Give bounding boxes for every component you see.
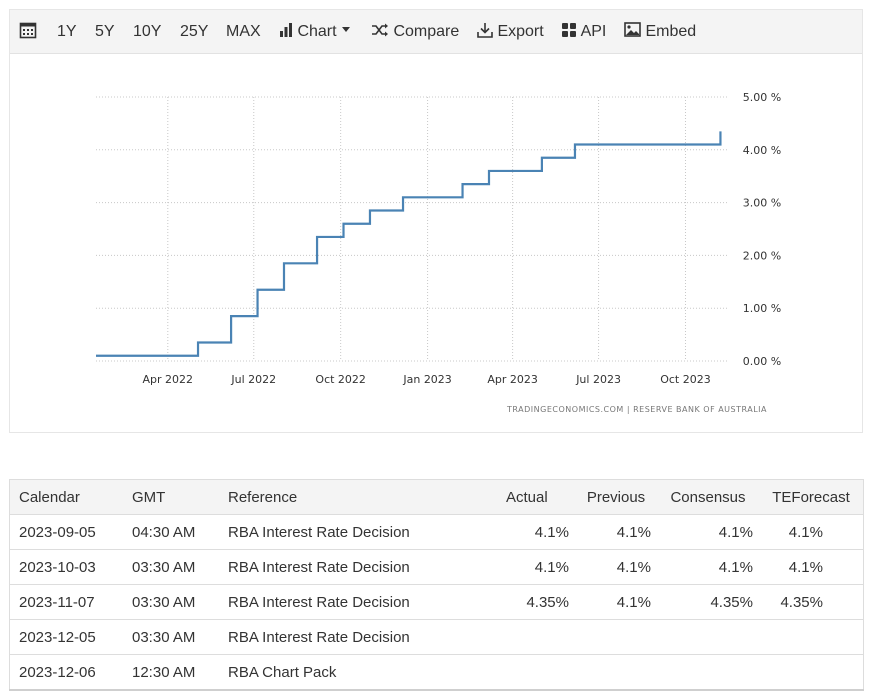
y-tick-label: 4.00 %: [743, 144, 781, 157]
y-tick-label: 0.00 %: [743, 355, 781, 368]
cell-date: 2023-10-03: [9, 549, 132, 585]
cell-actual: [474, 654, 575, 691]
x-tick-label: Jul 2022: [230, 373, 276, 386]
x-tick-label: Jan 2023: [402, 373, 451, 386]
cell-forecast: [759, 654, 864, 691]
x-tick-label: Oct 2022: [315, 373, 366, 386]
x-tick-label: Apr 2022: [143, 373, 194, 386]
series-line: [96, 131, 722, 357]
range-5y-button[interactable]: 5Y: [95, 23, 115, 40]
chart-source: TRADINGECONOMICS.COM | RESERVE BANK OF A…: [506, 405, 767, 414]
x-tick-label: Oct 2023: [660, 373, 711, 386]
cell-date: 2023-11-07: [9, 584, 132, 620]
cell-reference[interactable]: RBA Interest Rate Decision: [228, 619, 474, 655]
cell-consensus: 4.1%: [657, 514, 759, 550]
cell-time: 03:30 AM: [132, 619, 228, 655]
download-icon: [477, 22, 493, 38]
y-tick-label: 3.00 %: [743, 197, 781, 210]
chart-toolbar: 1Y 5Y 10Y 25Y MAX Chart Compare E: [10, 10, 862, 54]
table-row: 2023-09-05 04:30 AM RBA Interest Rate De…: [9, 514, 864, 550]
chart-type-label: Chart: [297, 23, 337, 40]
compare-button[interactable]: Compare: [371, 10, 459, 54]
y-tick-label: 1.00 %: [743, 302, 781, 315]
table-row: 2023-12-05 03:30 AM RBA Interest Rate De…: [9, 619, 864, 655]
header-teforecast[interactable]: TEForecast: [759, 479, 864, 515]
cell-date: 2023-12-05: [9, 619, 132, 655]
caret-down-icon: [341, 27, 350, 33]
table-row: 2023-10-03 03:30 AM RBA Interest Rate De…: [9, 549, 864, 585]
header-gmt[interactable]: GMT: [132, 479, 228, 515]
cell-date: 2023-09-05: [9, 514, 132, 550]
cell-consensus: [657, 619, 759, 655]
cell-reference[interactable]: RBA Interest Rate Decision: [228, 514, 474, 550]
cell-time: 03:30 AM: [132, 549, 228, 585]
grid-icon: [562, 22, 576, 37]
cell-forecast: [759, 619, 864, 655]
cell-time: 03:30 AM: [132, 584, 228, 620]
cell-actual: 4.1%: [474, 549, 575, 585]
x-tick-label: Apr 2023: [487, 373, 538, 386]
header-previous[interactable]: Previous: [575, 479, 657, 515]
export-label: Export: [497, 23, 544, 40]
cell-previous: 4.1%: [575, 514, 657, 550]
cell-forecast: 4.35%: [759, 584, 864, 620]
y-tick-label: 5.00 %: [743, 91, 781, 104]
cell-consensus: [657, 654, 759, 691]
image-icon: [624, 22, 641, 38]
embed-label: Embed: [645, 23, 697, 40]
cell-date: 2023-12-06: [9, 654, 132, 691]
table-header-row: Calendar GMT Reference Actual Previous C…: [9, 479, 864, 515]
chart-panel: 1Y 5Y 10Y 25Y MAX Chart Compare E: [9, 9, 863, 433]
compare-label: Compare: [393, 23, 460, 40]
bar-chart-icon: [280, 22, 292, 37]
cell-forecast: 4.1%: [759, 514, 864, 550]
header-reference[interactable]: Reference: [228, 479, 474, 515]
cell-reference[interactable]: RBA Interest Rate Decision: [228, 584, 474, 620]
cell-reference[interactable]: RBA Interest Rate Decision: [228, 549, 474, 585]
cell-consensus: 4.35%: [657, 584, 759, 620]
line-chart: 0.00 % 1.00 % 2.00 % 3.00 % 4.00 % 5.00 % Apr …: [96, 91, 781, 414]
header-calendar[interactable]: Calendar: [9, 479, 132, 515]
range-25y-button[interactable]: 25Y: [180, 23, 209, 40]
cell-forecast: 4.1%: [759, 549, 864, 585]
cell-reference[interactable]: RBA Chart Pack: [228, 654, 474, 691]
chart-type-dropdown[interactable]: Chart: [279, 10, 350, 54]
cell-actual: 4.35%: [474, 584, 575, 620]
calendar-icon[interactable]: [19, 10, 37, 54]
range-1y-button[interactable]: 1Y: [57, 23, 77, 40]
cell-actual: [474, 619, 575, 655]
cell-consensus: 4.1%: [657, 549, 759, 585]
api-button[interactable]: API: [561, 10, 606, 54]
x-tick-label: Jul 2023: [575, 373, 621, 386]
cell-previous: 4.1%: [575, 584, 657, 620]
export-button[interactable]: Export: [477, 10, 544, 54]
range-10y-button[interactable]: 10Y: [133, 23, 162, 40]
cell-previous: 4.1%: [575, 549, 657, 585]
calendar-table: Calendar GMT Reference Actual Previous C…: [9, 479, 864, 691]
table-row: 2023-11-07 03:30 AM RBA Interest Rate De…: [9, 584, 864, 620]
range-max-button[interactable]: MAX: [226, 23, 261, 40]
header-actual[interactable]: Actual: [474, 479, 575, 515]
header-consensus[interactable]: Consensus: [657, 479, 759, 515]
table-row: 2023-12-06 12:30 AM RBA Chart Pack: [9, 654, 864, 691]
cell-time: 12:30 AM: [132, 654, 228, 691]
cell-previous: [575, 654, 657, 691]
api-label: API: [580, 23, 607, 40]
y-tick-label: 2.00 %: [743, 249, 781, 262]
cell-actual: 4.1%: [474, 514, 575, 550]
cell-previous: [575, 619, 657, 655]
embed-button[interactable]: Embed: [624, 10, 696, 54]
shuffle-icon: [372, 23, 388, 37]
cell-time: 04:30 AM: [132, 514, 228, 550]
